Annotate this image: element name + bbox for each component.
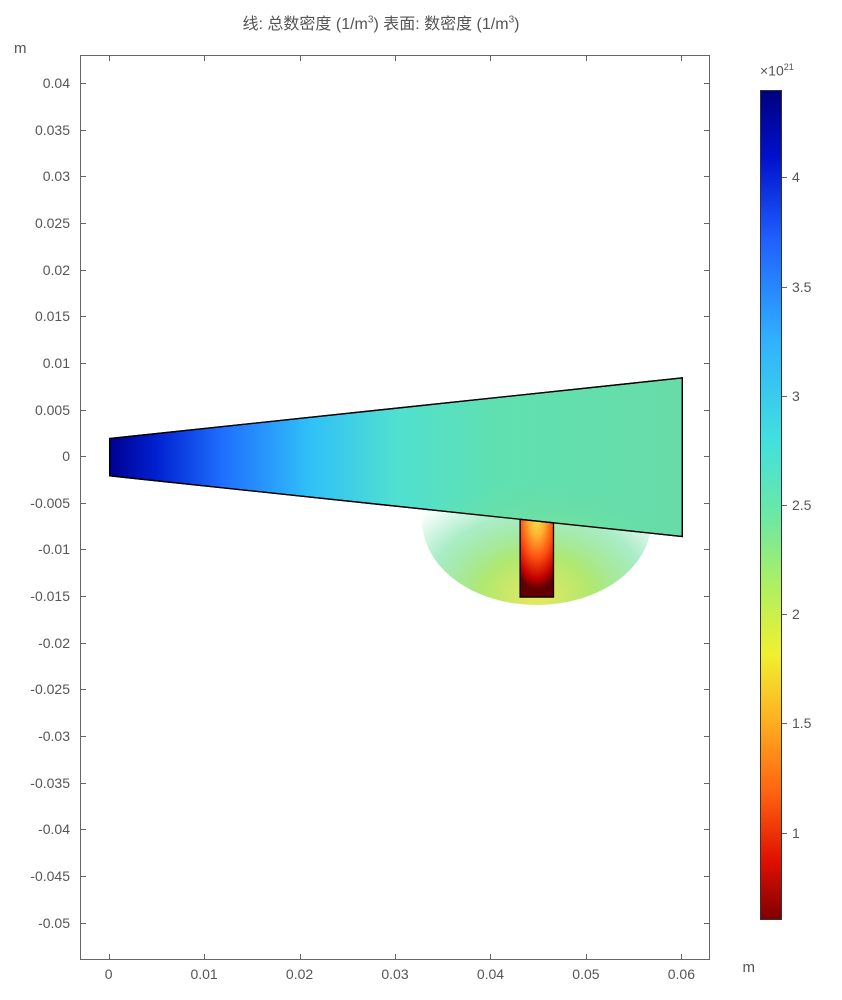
x-tick-label: 0.01 [190,966,217,982]
chart-title: 线: 总数密度 (1/m3) 表面: 数密度 (1/m3) [0,10,762,34]
y-tick-label: 0.03 [0,168,70,184]
y-tick-label: 0.04 [0,75,70,91]
x-tick-label: 0.02 [286,966,313,982]
colorbar-tick-label: 2 [792,606,800,622]
x-tick-label: 0 [105,966,113,982]
x-tick-label: 0.04 [477,966,504,982]
x-axis-unit: m [743,959,756,976]
y-tick-label: -0.025 [0,681,70,697]
y-tick-label: 0.025 [0,215,70,231]
y-tick-label: 0.02 [0,262,70,278]
plot-area [80,55,710,960]
density-surface [81,56,711,961]
colorbar-tick-label: 1 [792,825,800,841]
x-tick-label: 0.03 [381,966,408,982]
y-tick-label: -0.05 [0,915,70,931]
y-axis-unit: m [14,40,27,57]
colorbar [760,90,782,920]
y-tick-label: -0.035 [0,775,70,791]
y-tick-label: 0 [0,448,70,464]
y-tick-label: -0.04 [0,821,70,837]
colorbar-tick-label: 1.5 [792,715,811,731]
y-tick-label: -0.045 [0,868,70,884]
y-tick-label: 0.035 [0,122,70,138]
x-tick-label: 0.05 [572,966,599,982]
y-tick-label: -0.015 [0,588,70,604]
y-tick-label: -0.01 [0,541,70,557]
y-tick-label: -0.02 [0,635,70,651]
colorbar-tick-label: 2.5 [792,497,811,513]
y-tick-label: 0.005 [0,402,70,418]
colorbar-tick-label: 3.5 [792,279,811,295]
chart-container: 线: 总数密度 (1/m3) 表面: 数密度 (1/m3) m [0,0,842,1000]
colorbar-tick-label: 3 [792,388,800,404]
x-tick-label: 0.06 [668,966,695,982]
y-tick-label: 0.01 [0,355,70,371]
y-tick-label: -0.005 [0,495,70,511]
y-tick-label: -0.03 [0,728,70,744]
y-tick-label: 0.015 [0,308,70,324]
colorbar-tick-label: 4 [792,169,800,185]
colorbar-exponent: ×1021 [760,62,794,79]
